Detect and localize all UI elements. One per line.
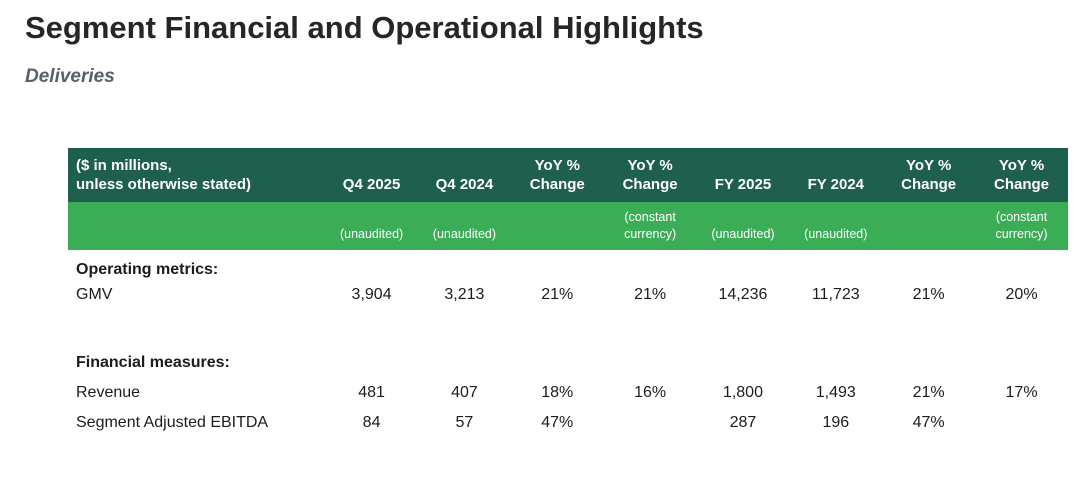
spacer-cell — [68, 310, 1068, 348]
table-row-operating-metrics-section: Operating metrics: — [68, 250, 1068, 280]
subheader-unit-note — [68, 202, 326, 250]
row-label: Financial measures: — [76, 354, 230, 371]
subheader-fy-2024: (unaudited) — [789, 202, 883, 250]
value-cell: 47% — [541, 414, 574, 431]
value-cell: 21% — [912, 384, 945, 401]
value-cell — [975, 250, 1068, 280]
value-cell — [604, 250, 697, 280]
value-cell — [882, 348, 975, 378]
table-header-row: ($ in millions, unless otherwise stated)… — [68, 148, 1068, 202]
value-cell — [975, 408, 1068, 438]
value-cell — [325, 250, 418, 280]
column-header-yoy-change-fy: YoY % Change — [882, 148, 976, 202]
row-label: Revenue — [76, 384, 141, 401]
value-cell: 16% — [634, 384, 667, 401]
value-cell: 18% — [541, 384, 574, 401]
column-header-fy-2024: FY 2024 — [789, 148, 883, 202]
subheader-yoy-change-fy — [882, 202, 976, 250]
column-header-q4-2025: Q4 2025 — [325, 148, 418, 202]
value-cell — [511, 250, 604, 280]
table-row-revenue: Revenue 481 407 18% 16% 1,800 1,493 21% … — [68, 378, 1068, 408]
column-header-yoy-change-q4: YoY % Change — [510, 148, 604, 202]
column-header-q4-2024: Q4 2024 — [418, 148, 511, 202]
value-cell: 407 — [451, 384, 478, 401]
value-cell — [418, 348, 511, 378]
subheader-yoy-change-fy-constant-currency: (constant currency) — [975, 202, 1068, 250]
value-cell: 47% — [912, 414, 945, 431]
value-cell — [697, 348, 790, 378]
value-cell — [975, 348, 1068, 378]
row-label: Operating metrics: — [76, 261, 219, 278]
value-cell — [604, 348, 697, 378]
value-cell: 287 — [729, 414, 757, 431]
row-label: Segment Adjusted EBITDA — [76, 414, 269, 431]
table-row-gmv: GMV 3,904 3,213 21% 21% 14,236 11,723 21… — [68, 280, 1068, 310]
financial-highlights-table: ($ in millions, unless otherwise stated)… — [68, 148, 1068, 438]
value-cell — [789, 250, 882, 280]
subheader-q4-2025: (unaudited) — [325, 202, 418, 250]
segment-subtitle: Deliveries — [25, 66, 115, 87]
value-cell: 57 — [455, 414, 474, 431]
table-row-segment-adjusted-ebitda: Segment Adjusted EBITDA 84 57 47% 287 19… — [68, 408, 1068, 438]
column-header-unit-note: ($ in millions, unless otherwise stated) — [68, 148, 326, 202]
value-cell — [789, 348, 882, 378]
value-cell: 3,904 — [351, 286, 392, 303]
value-cell: 21% — [541, 286, 574, 303]
value-cell: 481 — [358, 384, 385, 401]
value-cell — [511, 348, 604, 378]
value-cell: 20% — [1005, 286, 1038, 303]
value-cell: 21% — [912, 286, 945, 303]
value-cell — [604, 408, 697, 438]
column-header-yoy-change-q4-constant-currency: YoY % Change — [603, 148, 697, 202]
value-cell — [418, 250, 511, 280]
value-cell: 84 — [362, 414, 381, 431]
row-label: GMV — [76, 286, 113, 303]
value-cell: 1,800 — [722, 384, 763, 401]
column-header-fy-2025: FY 2025 — [696, 148, 790, 202]
value-cell — [697, 250, 790, 280]
page-title: Segment Financial and Operational Highli… — [25, 10, 704, 45]
subheader-yoy-change-q4-constant-currency: (constant currency) — [603, 202, 697, 250]
value-cell: 11,723 — [811, 286, 860, 303]
table-subheader-row: (unaudited) (unaudited) (constant curren… — [68, 202, 1068, 250]
value-cell — [325, 348, 418, 378]
subheader-q4-2024: (unaudited) — [418, 202, 511, 250]
subheader-yoy-change-q4 — [510, 202, 604, 250]
table-row-financial-measures-section: Financial measures: — [68, 348, 1068, 378]
table-spacer-row — [68, 310, 1068, 348]
value-cell: 21% — [634, 286, 667, 303]
value-cell: 1,493 — [815, 384, 856, 401]
subheader-fy-2025: (unaudited) — [696, 202, 790, 250]
column-header-yoy-change-fy-constant-currency: YoY % Change — [975, 148, 1068, 202]
value-cell: 17% — [1005, 384, 1038, 401]
value-cell: 196 — [822, 414, 850, 431]
value-cell: 14,236 — [718, 286, 768, 303]
value-cell — [882, 250, 975, 280]
value-cell: 3,213 — [444, 286, 485, 303]
